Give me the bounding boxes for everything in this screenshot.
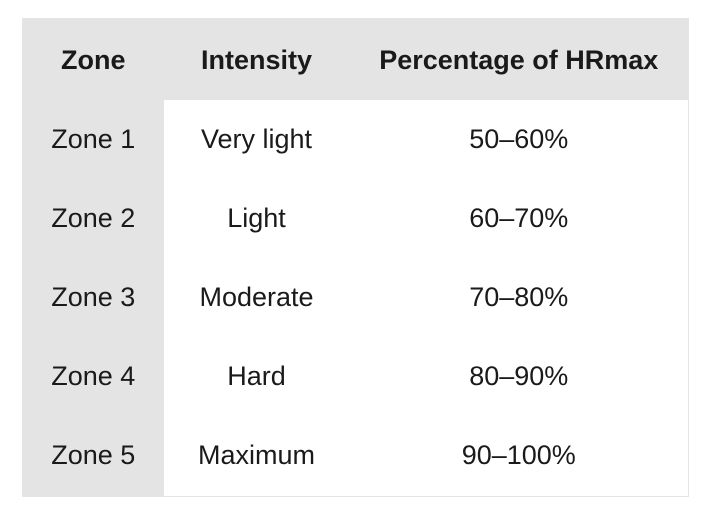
percentage-cell: 90–100% [349,415,689,497]
header-intensity: Intensity [163,18,350,100]
percentage-cell: 50–60% [349,99,689,179]
zone-cell: Zone 4 [22,336,164,416]
intensity-cell: Maximum [163,415,350,497]
intensity-cell: Very light [163,99,350,179]
zone-cell: Zone 3 [22,257,164,337]
zone-cell: Zone 2 [22,178,164,258]
intensity-cell: Light [163,178,350,258]
table-header: Zone Intensity Percentage of HRmax [22,18,689,100]
header-zone: Zone [22,18,164,100]
table-row: Zone 1 Very light 50–60% [22,99,689,179]
intensity-cell: Moderate [163,257,350,337]
table-body: Zone 1 Very light 50–60% Zone 2 Light 60… [22,99,689,497]
header-row: Zone Intensity Percentage of HRmax [22,18,689,100]
zone-cell: Zone 5 [22,415,164,497]
table-row: Zone 3 Moderate 70–80% [22,257,689,337]
intensity-cell: Hard [163,336,350,416]
table-row: Zone 2 Light 60–70% [22,178,689,258]
percentage-cell: 80–90% [349,336,689,416]
heart-rate-zones-table: Zone Intensity Percentage of HRmax Zone … [22,18,689,497]
percentage-cell: 70–80% [349,257,689,337]
table-row: Zone 5 Maximum 90–100% [22,415,689,497]
percentage-cell: 60–70% [349,178,689,258]
header-percentage: Percentage of HRmax [349,18,689,100]
zone-cell: Zone 1 [22,99,164,179]
table-row: Zone 4 Hard 80–90% [22,336,689,416]
